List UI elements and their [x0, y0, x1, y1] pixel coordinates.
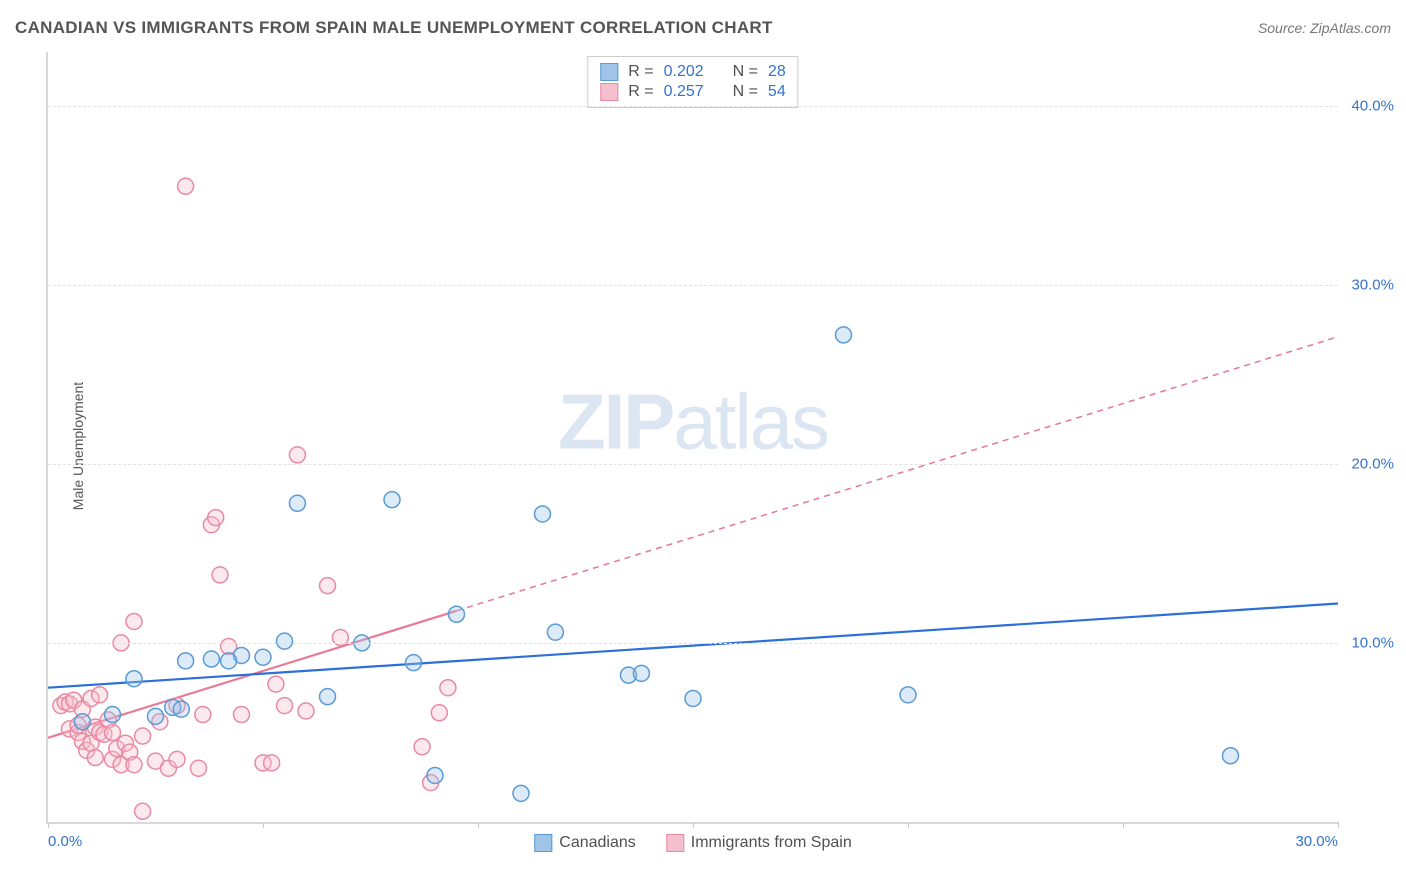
xtick-mark — [908, 822, 909, 828]
chart-title: CANADIAN VS IMMIGRANTS FROM SPAIN MALE U… — [15, 18, 773, 38]
n-value-canadians: 28 — [768, 63, 786, 81]
swatch-canadians — [600, 63, 618, 81]
swatch-spain — [600, 83, 618, 101]
xtick-mark — [693, 822, 694, 828]
xtick-label: 30.0% — [1295, 833, 1338, 850]
ytick-label: 20.0% — [1351, 455, 1394, 472]
xtick-mark — [478, 822, 479, 828]
scatter-svg — [48, 52, 1338, 822]
xtick-mark — [263, 822, 264, 828]
xtick-mark — [1338, 822, 1339, 828]
n-value-spain: 54 — [768, 83, 786, 101]
legend-stats: R = 0.202 N = 28 R = 0.257 N = 54 — [587, 56, 798, 108]
ytick-label: 10.0% — [1351, 634, 1394, 651]
xtick-mark — [48, 822, 49, 828]
n-label: N = — [733, 63, 758, 81]
r-label: R = — [628, 63, 653, 81]
xtick-label: 0.0% — [48, 833, 82, 850]
n-label: N = — [733, 83, 758, 101]
plot-area: ZIPatlas R = 0.202 N = 28 R = 0.257 N = … — [46, 52, 1338, 824]
legend-label-spain: Immigrants from Spain — [691, 834, 852, 852]
gridline — [48, 285, 1338, 286]
swatch-spain — [666, 834, 684, 852]
gridline — [48, 464, 1338, 465]
legend-item-canadians: Canadians — [534, 834, 636, 852]
legend-stats-row-canadians: R = 0.202 N = 28 — [600, 62, 785, 82]
legend-label-canadians: Canadians — [559, 834, 636, 852]
xtick-mark — [1123, 822, 1124, 828]
legend-item-spain: Immigrants from Spain — [666, 834, 852, 852]
ytick-label: 40.0% — [1351, 97, 1394, 114]
r-value-canadians: 0.202 — [664, 63, 704, 81]
gridline — [48, 643, 1338, 644]
source-attribution: Source: ZipAtlas.com — [1258, 20, 1391, 36]
ytick-label: 30.0% — [1351, 276, 1394, 293]
gridline — [48, 106, 1338, 107]
legend-stats-row-spain: R = 0.257 N = 54 — [600, 82, 785, 102]
r-label: R = — [628, 83, 653, 101]
swatch-canadians — [534, 834, 552, 852]
legend-series: Canadians Immigrants from Spain — [534, 834, 851, 852]
r-value-spain: 0.257 — [664, 83, 704, 101]
